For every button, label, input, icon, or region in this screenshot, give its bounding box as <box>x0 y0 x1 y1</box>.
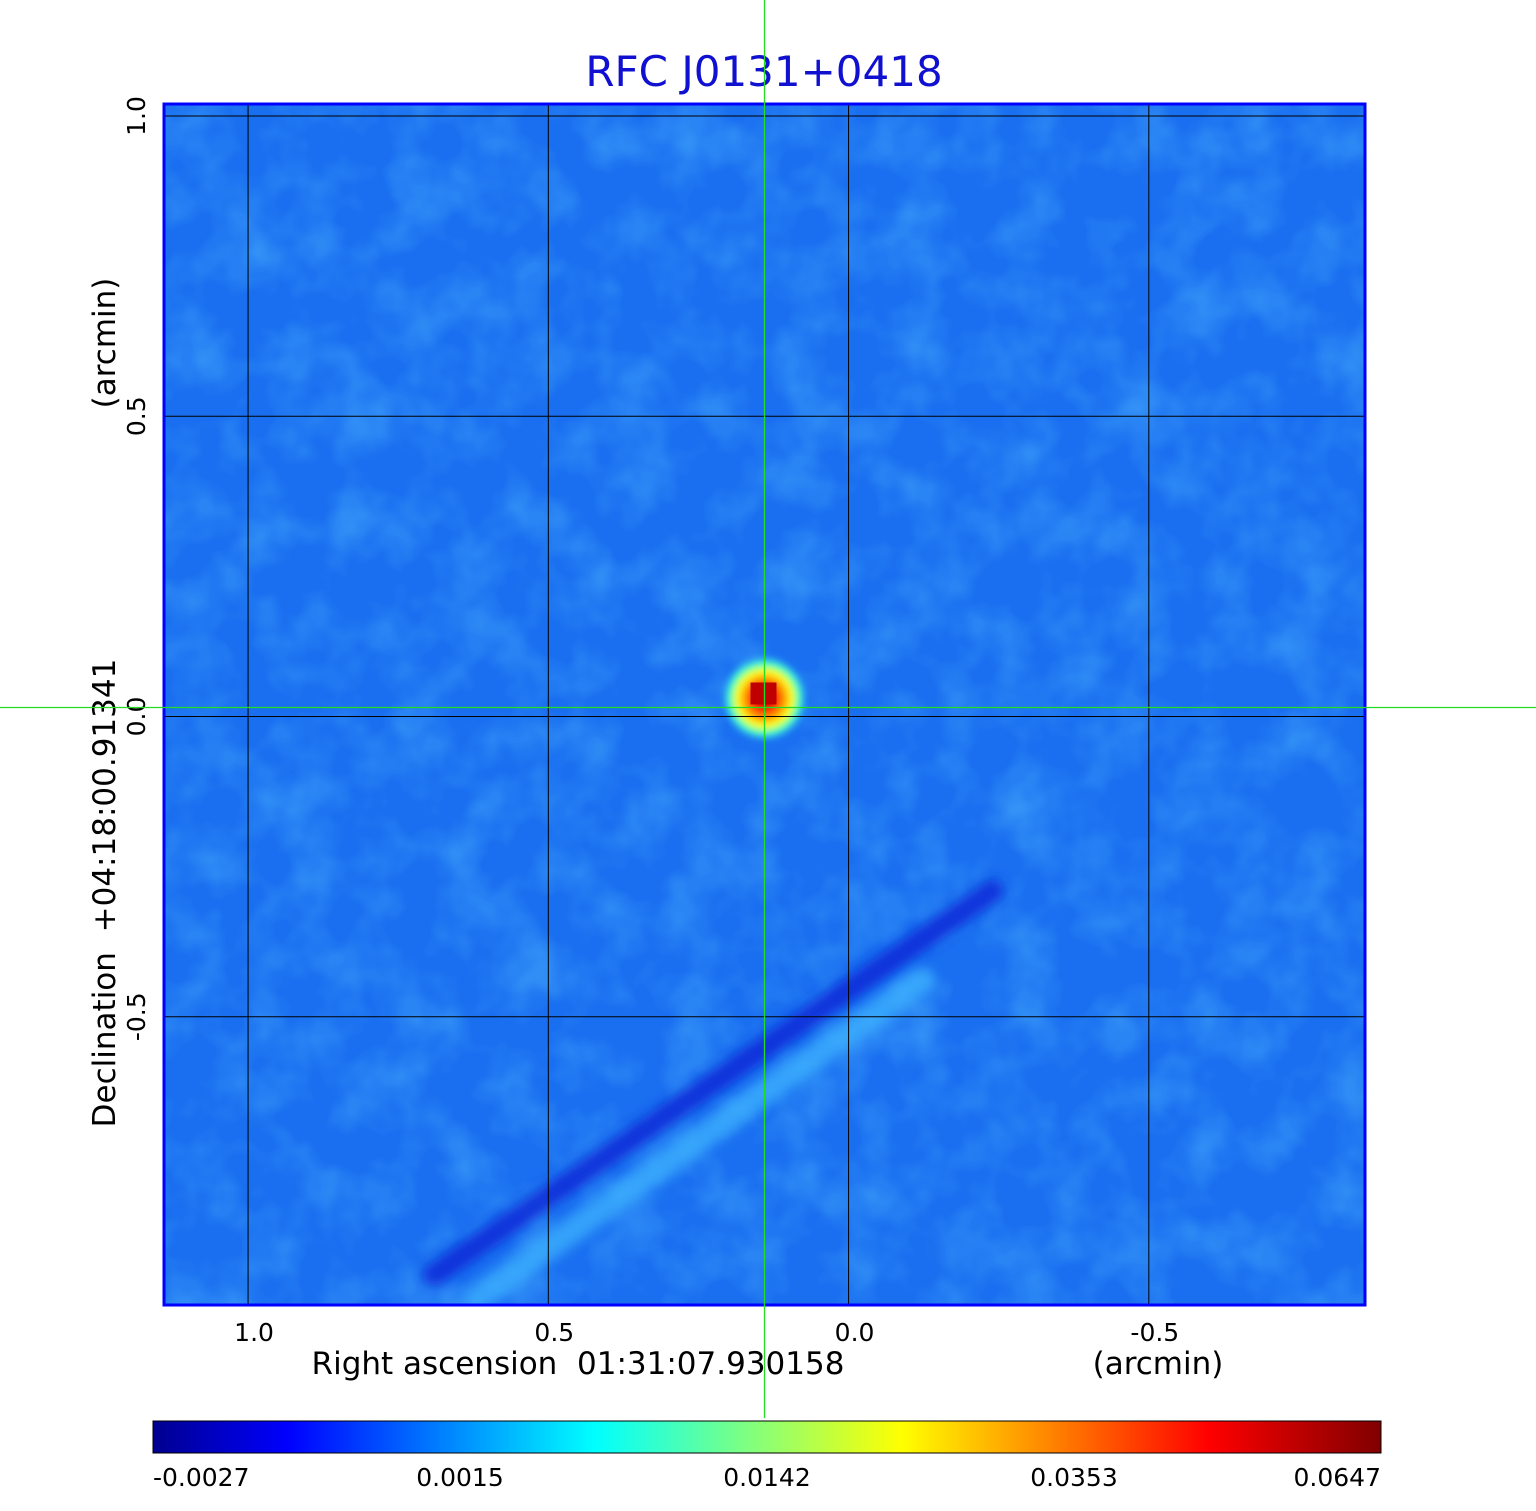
x-axis-label: Right ascension 01:31:07.930158 <box>312 1346 845 1382</box>
x-tick-label: 0.0 <box>835 1318 875 1347</box>
y-tick-label: 0.5 <box>122 396 151 436</box>
y-axis-unit: (arcmin) <box>87 278 123 409</box>
x-tick-label: 0.5 <box>534 1318 574 1347</box>
colorbar-tick-labels: -0.0027 0.0015 0.0142 0.0353 0.0647 <box>153 1463 1381 1492</box>
colorbar-tick-label: 0.0142 <box>723 1463 810 1492</box>
source-peak-core <box>750 682 777 705</box>
y-tick-label: -0.5 <box>122 992 151 1041</box>
y-tick-label: 0.0 <box>122 697 151 737</box>
colorbar-tick-label: 0.0353 <box>1030 1463 1117 1492</box>
x-tick-label: 1.0 <box>234 1318 274 1347</box>
colorbar-gradient <box>152 1420 1382 1454</box>
x-tick-labels: 1.0 0.5 0.0 -0.5 <box>234 1318 1179 1347</box>
crosshair <box>0 0 1536 1418</box>
y-tick-label: 1.0 <box>122 96 151 136</box>
colorbar-tick-label: -0.0027 <box>153 1463 250 1492</box>
x-axis-unit: (arcmin) <box>1093 1346 1224 1382</box>
colorbar: -0.0027 0.0015 0.0142 0.0353 0.0647 <box>152 1420 1382 1492</box>
y-axis-label: Declination +04:18:00.91341 <box>87 659 123 1128</box>
colorbar-tick-label: 0.0647 <box>1294 1463 1381 1492</box>
negative-streak <box>423 879 1004 1286</box>
positive-streak <box>463 967 934 1305</box>
y-tick-labels: -0.5 0.0 0.5 1.0 <box>122 96 151 1041</box>
x-tick-label: -0.5 <box>1130 1318 1179 1347</box>
colorbar-tick-label: 0.0015 <box>416 1463 503 1492</box>
